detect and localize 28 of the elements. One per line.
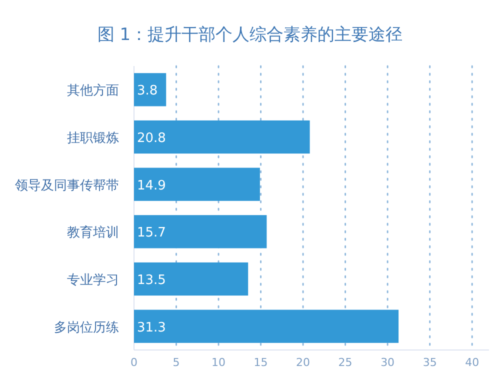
data-label: 13.5 xyxy=(137,273,166,288)
x-tick-label: 5 xyxy=(172,356,180,369)
bar xyxy=(134,120,310,154)
data-label: 14.9 xyxy=(137,178,166,194)
x-tick-label: 25 xyxy=(338,356,352,369)
chart-title: 图 1：提升干部个人综合素养的主要途径 xyxy=(97,25,403,45)
bar xyxy=(134,310,399,343)
x-tick-label: 40 xyxy=(465,356,480,369)
data-label: 15.7 xyxy=(137,226,166,241)
bar xyxy=(134,168,260,201)
x-tick-label: 15 xyxy=(254,356,268,369)
y-tick-label: 挂职锻炼 xyxy=(67,131,119,146)
bar xyxy=(134,215,267,248)
y-tick-label: 领导及同事传帮带 xyxy=(15,178,119,194)
y-tick-label: 教育培训 xyxy=(67,224,119,241)
bar xyxy=(134,262,248,296)
x-tick-label: 20 xyxy=(296,356,310,369)
bar xyxy=(134,73,166,106)
x-tick-label: 0 xyxy=(130,356,138,369)
y-tick-label: 其他方面 xyxy=(67,82,119,99)
data-label: 20.8 xyxy=(137,131,166,146)
y-tick-label: 专业学习 xyxy=(67,273,119,288)
y-tick-label: 多岗位历练 xyxy=(54,320,119,336)
data-label: 31.3 xyxy=(137,320,166,336)
x-tick-label: 30 xyxy=(380,356,395,369)
data-label: 3.8 xyxy=(137,84,158,99)
x-tick-label: 35 xyxy=(422,356,437,369)
x-tick-label: 10 xyxy=(212,356,226,369)
